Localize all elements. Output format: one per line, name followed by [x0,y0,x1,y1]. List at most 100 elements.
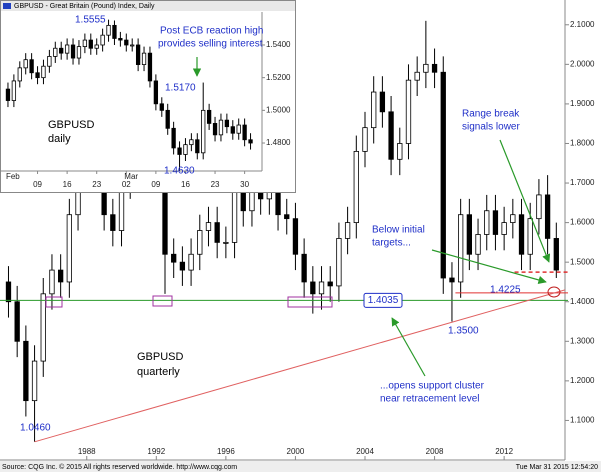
candle-body [5,281,12,303]
candle-body [47,56,52,67]
candle-body [475,234,481,255]
x-tick-label: 1992 [147,447,165,456]
candle-body [206,109,212,124]
y-tick-label: 1.2000 [570,376,595,385]
candle-body [35,72,40,79]
candle-body [66,214,72,283]
annotation: Post ECB reaction high [160,26,263,37]
candle-body [414,71,420,81]
candle-body [405,79,412,144]
candle-body [153,80,159,105]
candle-body [249,190,255,212]
y-tick-label: 1.7000 [570,178,595,187]
candle-body [248,139,253,144]
candle-body [353,150,359,224]
chart-label: daily [48,133,71,145]
inset-frame [0,0,296,193]
candle-body [23,340,29,402]
candle-body [53,47,58,57]
candle-body [423,63,429,73]
x-tick-label: 1988 [78,447,96,456]
candle-body [201,109,206,154]
level-label: 1.4225 [490,284,521,295]
candle-body [17,67,22,82]
candle-body [484,210,490,235]
candle-body [135,44,141,65]
candle-body [100,34,105,46]
candle-body [118,38,123,41]
candle-body [82,39,88,48]
candle-body [205,222,212,231]
candle-body [124,39,129,46]
footer-source: Source: CQG Inc. © 2015 All rights reser… [2,463,237,471]
candle-body [510,214,516,224]
candle-body [195,139,200,154]
candle-body [336,238,342,287]
x-tick-label: 23 [211,180,220,189]
y-tick-label: 1.5000 [570,257,595,266]
candle-body [159,103,164,111]
y-tick-label: 1.6000 [570,218,595,227]
annotation: Range break [462,109,520,120]
annotation: signals lower [462,122,520,133]
candle-body [310,281,316,295]
candle-body [327,281,333,287]
y-tick-label: 1.4800 [266,138,291,147]
annotation: ...opens support cluster [380,381,485,392]
candle-body [431,63,438,73]
candle-body [147,52,153,82]
candle-body [536,194,542,220]
candle-body [236,124,241,134]
candle-body [379,91,386,113]
candle-body [94,44,99,49]
candle-body [518,214,525,255]
candle-body [242,124,247,141]
candle-body [112,24,117,39]
x-tick-label: 09 [151,180,160,189]
y-tick-label: 2.0000 [570,59,595,68]
candle-body [76,46,82,59]
annotation: near retracement level [380,394,480,405]
inset-title-bar [1,1,295,11]
y-tick-label: 1.1000 [570,416,595,425]
candle-body [64,44,70,54]
highlight-box [287,296,333,308]
chart-label: quarterly [137,366,180,378]
candle-body [344,222,351,239]
annotation: 1.5170 [165,83,196,94]
candle-body [130,44,135,47]
candle-body [544,194,551,239]
candle-body [70,44,76,59]
y-tick-label: 1.9000 [570,99,595,108]
main-annotations: 1.0460 1.3500 Below initial targets... R… [20,109,561,434]
candle-body [284,214,290,220]
candle-body [188,253,194,271]
candle-body [58,269,64,283]
candle-body [31,360,38,402]
candle-body [177,147,182,155]
annotation: provides selling interest [158,39,263,50]
candle-body [440,71,446,279]
annotation: 1.0460 [20,423,51,434]
y-tick-label: 2.1000 [570,20,595,29]
candle-body [11,80,17,101]
x-tick-label: 16 [181,180,190,189]
x-tick-label: 2008 [426,447,444,456]
y-tick-label: 1.5200 [266,73,291,82]
trendline [34,289,566,443]
arrow [499,139,551,263]
inset-title: GBPUSD - Great Britain (Pound) Index, Da… [14,3,155,10]
annotation: 1.5555 [75,15,106,26]
annotation: Below initial [372,225,425,236]
x-tick-label: 23 [92,180,101,189]
candle-body [371,91,377,129]
candle-body [527,218,533,255]
highlight-box [152,295,173,307]
candle-body [171,253,177,263]
y-tick-label: 1.8000 [570,139,595,148]
candle-body [41,65,46,79]
candle-body [49,269,55,295]
candle-body [214,222,220,243]
arrow [391,317,426,377]
